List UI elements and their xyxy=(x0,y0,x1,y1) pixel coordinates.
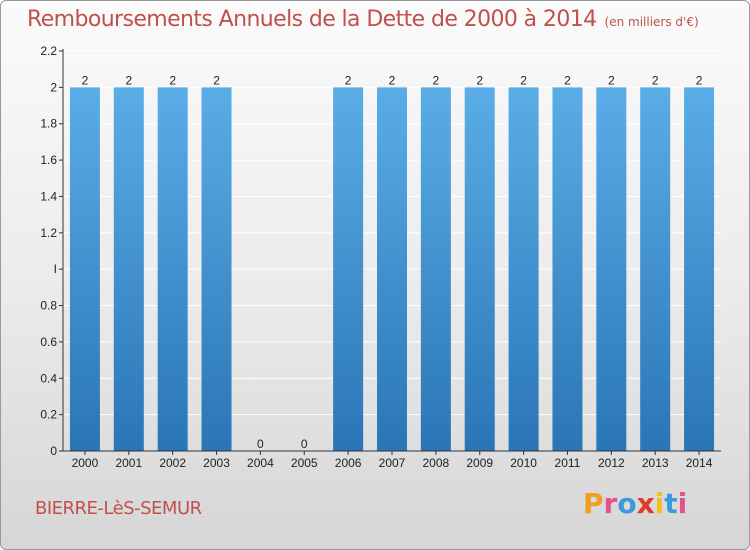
bar-value-label: 2 xyxy=(82,73,89,87)
bar-value-label: 2 xyxy=(608,73,615,87)
y-tick-label: 1.2 xyxy=(40,226,57,240)
bar-value-label: 2 xyxy=(564,73,571,87)
bar-value-label: 0 xyxy=(257,437,264,451)
bar xyxy=(552,87,583,451)
x-tick-label: 2007 xyxy=(379,456,406,470)
y-tick-label: 1.6 xyxy=(40,153,57,167)
x-tick-label: 2013 xyxy=(642,456,669,470)
bar-value-label: 2 xyxy=(169,73,176,87)
bar-value-label: 2 xyxy=(476,73,483,87)
bar-value-label: 2 xyxy=(125,73,132,87)
x-tick-label: 2000 xyxy=(72,456,99,470)
y-tick-label: 0.6 xyxy=(40,335,57,349)
logo-letter: x xyxy=(636,487,655,520)
x-tick-label: 2010 xyxy=(510,456,537,470)
y-tick-label: 2.2 xyxy=(40,44,57,58)
x-tick-label: 2001 xyxy=(115,456,142,470)
x-tick-label: 2008 xyxy=(423,456,450,470)
bar-value-label: 2 xyxy=(520,73,527,87)
bar-value-label: 0 xyxy=(301,437,308,451)
x-tick-label: 2009 xyxy=(466,456,493,470)
y-tick-label: 0.8 xyxy=(40,299,57,313)
logo-letter: i xyxy=(654,487,665,520)
x-tick-label: 2014 xyxy=(686,456,713,470)
logo-letter: i xyxy=(677,487,688,520)
bar-value-label: 2 xyxy=(213,73,220,87)
bars xyxy=(69,87,715,451)
x-tick-label: 2003 xyxy=(203,456,230,470)
logo-letter: r xyxy=(603,487,618,520)
axes xyxy=(59,49,721,455)
bar xyxy=(201,87,232,451)
bar xyxy=(333,87,364,451)
proxiti-logo: Proxiti xyxy=(583,487,687,520)
logo-letter: P xyxy=(583,487,604,520)
y-tick-label: I xyxy=(54,262,57,276)
bar-value-label: 2 xyxy=(389,73,396,87)
logo-letter: o xyxy=(617,487,637,520)
bar xyxy=(113,87,144,451)
chart-title: Remboursements Annuels de la Dette de 20… xyxy=(27,7,699,32)
bar xyxy=(684,87,715,451)
x-tick-label: 2004 xyxy=(247,456,274,470)
chart-title-text: Remboursements Annuels de la Dette de 20… xyxy=(27,7,597,32)
bar xyxy=(464,87,495,451)
bar xyxy=(377,87,407,451)
labels: 0 0.2 0.4 0.6 0.8 I 1.2 1.4 1.6 1.8 2 2.2 2 2000 2 2001… xyxy=(40,44,712,470)
chart-subtitle: (en milliers d'€) xyxy=(604,15,699,29)
x-tick-label: 2005 xyxy=(291,456,318,470)
commune-name: BIERRE-LèS-SEMUR xyxy=(35,498,202,519)
bar-value-label: 2 xyxy=(696,73,703,87)
bar xyxy=(157,87,188,451)
bar-value-label: 2 xyxy=(345,73,352,87)
bar-value-label: 2 xyxy=(652,73,659,87)
y-tick-label: 0.2 xyxy=(40,408,57,422)
y-tick-label: 2 xyxy=(50,80,57,94)
y-tick-label: 0.4 xyxy=(40,371,57,385)
y-tick-label: 1.4 xyxy=(40,189,57,203)
bar-value-label: 2 xyxy=(433,73,440,87)
x-tick-label: 2011 xyxy=(555,456,581,470)
bar xyxy=(640,87,671,451)
logo-letter: t xyxy=(664,487,678,520)
bar xyxy=(69,87,100,451)
y-tick-label: 0 xyxy=(50,444,57,458)
x-tick-label: 2012 xyxy=(598,456,625,470)
y-tick-label: 1.8 xyxy=(40,117,57,131)
bar xyxy=(596,87,627,451)
bar xyxy=(508,87,539,451)
bar xyxy=(420,87,451,451)
x-tick-label: 2006 xyxy=(335,456,362,470)
x-tick-label: 2002 xyxy=(159,456,186,470)
